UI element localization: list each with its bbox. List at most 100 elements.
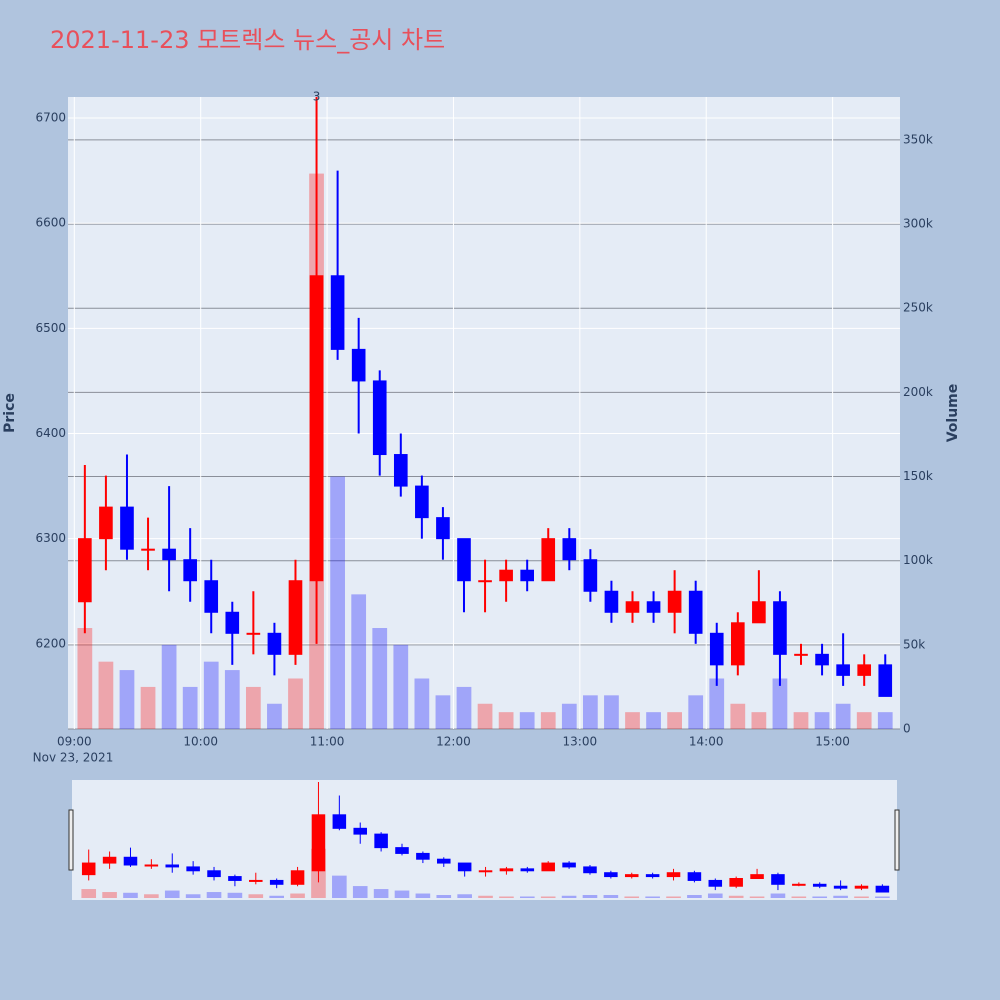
y2-tick-label: 350k (903, 132, 933, 146)
candle-body (583, 559, 598, 592)
candle-body (729, 878, 743, 887)
candle-body (246, 632, 261, 635)
candle-body (604, 872, 618, 878)
volume-bar (603, 895, 619, 898)
candle-body (395, 847, 409, 854)
volume-bar (793, 712, 809, 729)
volume-bar (814, 712, 830, 729)
candle-body (102, 856, 117, 864)
volume-bar (352, 886, 368, 898)
candle-body (666, 872, 681, 878)
x-tick-label: 15:00 (815, 735, 850, 749)
volume-bar (645, 896, 660, 898)
candle-body (144, 864, 159, 867)
y-axis-title: Price (2, 393, 18, 433)
volume-bar (751, 712, 767, 729)
y-tick-label: 6600 (35, 216, 66, 230)
volume-bar (185, 894, 201, 898)
candle-body (457, 862, 472, 872)
volume-bar (414, 678, 430, 729)
volume-bar (646, 712, 661, 729)
volume-bar (144, 894, 159, 898)
candle-body (141, 548, 155, 551)
annotation: 3 (313, 90, 321, 104)
candle-body (123, 856, 138, 866)
y2-tick-label: 150k (903, 469, 933, 483)
volume-bar (854, 896, 869, 898)
x-tick-label: 09:00 (57, 735, 92, 749)
candle-body (372, 380, 387, 456)
candle-body (688, 590, 703, 634)
volume-bar (269, 895, 284, 898)
volume-bar (81, 889, 97, 898)
y2-tick-label: 200k (903, 385, 933, 399)
candle-body (625, 601, 640, 613)
candle-body (708, 879, 723, 887)
candle-body (353, 827, 367, 835)
volume-bar (290, 893, 305, 898)
x-tick-label: 10:00 (183, 735, 218, 749)
volume-bar (707, 893, 723, 898)
volume-bar (875, 896, 890, 898)
x-date-label: Nov 23, 2021 (33, 751, 114, 765)
volume-bar (728, 895, 744, 898)
candle-body (857, 664, 872, 676)
candle-body (165, 864, 180, 868)
volume-bar (540, 712, 556, 729)
candle-body (78, 538, 92, 603)
volume-bar (415, 893, 431, 898)
volume-bar (456, 686, 472, 729)
candle-body (646, 601, 661, 613)
volume-bar (267, 703, 282, 729)
volume-bar (330, 476, 345, 729)
candle-body (499, 868, 514, 872)
candle-body (541, 538, 556, 582)
volume-bar (288, 678, 303, 729)
candle-body (771, 874, 785, 885)
candle-body (351, 348, 366, 382)
candle-body (436, 517, 450, 540)
candle-body (854, 885, 869, 889)
candle-body (520, 868, 535, 872)
candle-body (730, 622, 745, 666)
volume-bar (856, 712, 872, 729)
volume-bar (77, 628, 93, 729)
volume-bar (477, 703, 493, 729)
candle-body (773, 601, 787, 655)
x-tick-label: 13:00 (563, 735, 598, 749)
volume-bar (666, 896, 681, 898)
volume-bar (332, 875, 347, 898)
slider-handle-left[interactable] (68, 809, 74, 871)
y2-tick-label: 0 (903, 722, 911, 736)
candle-body (709, 632, 724, 666)
volume-bar (499, 896, 514, 898)
volume-bar (102, 892, 117, 898)
candle-body (836, 664, 850, 676)
candle-body (815, 653, 829, 666)
candle-body (207, 870, 221, 878)
candle-body (687, 872, 702, 881)
range-slider[interactable] (72, 780, 897, 900)
volume-bar (770, 893, 786, 898)
slider-handle-right[interactable] (894, 809, 900, 871)
volume-bar (772, 678, 788, 729)
volume-bar (540, 896, 556, 898)
volume-bar (877, 712, 893, 729)
volume-bar (604, 695, 619, 729)
volume-bar (791, 896, 807, 898)
candle-body (583, 866, 597, 874)
volume-bar (582, 695, 598, 729)
volume-bar (624, 896, 640, 898)
y2-axis-title: Volume (945, 384, 961, 443)
candle-body (393, 454, 408, 487)
candle-body (267, 632, 282, 655)
candle-body (457, 538, 471, 582)
volume-bar (519, 712, 535, 729)
candle-body (311, 814, 326, 872)
candle-body (667, 590, 682, 613)
candle-body (330, 275, 345, 350)
volume-bar (227, 892, 243, 898)
volume-bar (749, 896, 765, 898)
volume-bar (372, 628, 388, 729)
candle-body (792, 883, 806, 886)
